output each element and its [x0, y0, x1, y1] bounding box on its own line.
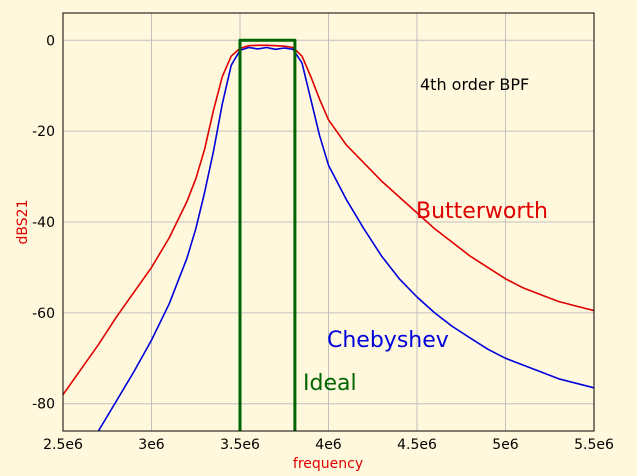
series-label-ideal: Ideal — [303, 371, 357, 396]
y-tick-label: -20 — [32, 124, 55, 140]
x-tick-label: 3.5e6 — [220, 437, 260, 453]
y-tick-label: -80 — [32, 397, 55, 413]
x-tick-label: 3e6 — [138, 437, 165, 453]
tick-labels: 2.5e6 3e6 3.5e6 4e6 4.5e6 5e6 5.5e6 0 -20 -40 -60 -… — [32, 33, 614, 453]
series-label-chebyshev: Chebyshev — [327, 328, 449, 353]
y-tick-label: -60 — [32, 306, 55, 322]
y-tick-label: -40 — [32, 215, 55, 231]
x-tick-label: 2.5e6 — [43, 437, 83, 453]
x-tick-label: 4e6 — [315, 437, 342, 453]
series-layer — [63, 38, 594, 431]
x-tick-label: 4.5e6 — [397, 437, 437, 453]
plot-frame — [62, 12, 595, 432]
x-axis-label: frequency — [293, 456, 363, 472]
chart-annotation: 4th order BPF — [420, 75, 529, 94]
series-line-butterworth — [63, 44, 594, 396]
series-label-butterworth: Butterworth — [416, 199, 548, 224]
y-axis-label: dBS21 — [15, 200, 31, 245]
series-line-ideal — [238, 38, 297, 431]
x-tick-label: 5e6 — [492, 437, 519, 453]
y-tick-label: 0 — [46, 33, 55, 49]
x-tick-label: 5.5e6 — [574, 437, 614, 453]
series-line-chebyshev — [97, 46, 594, 431]
